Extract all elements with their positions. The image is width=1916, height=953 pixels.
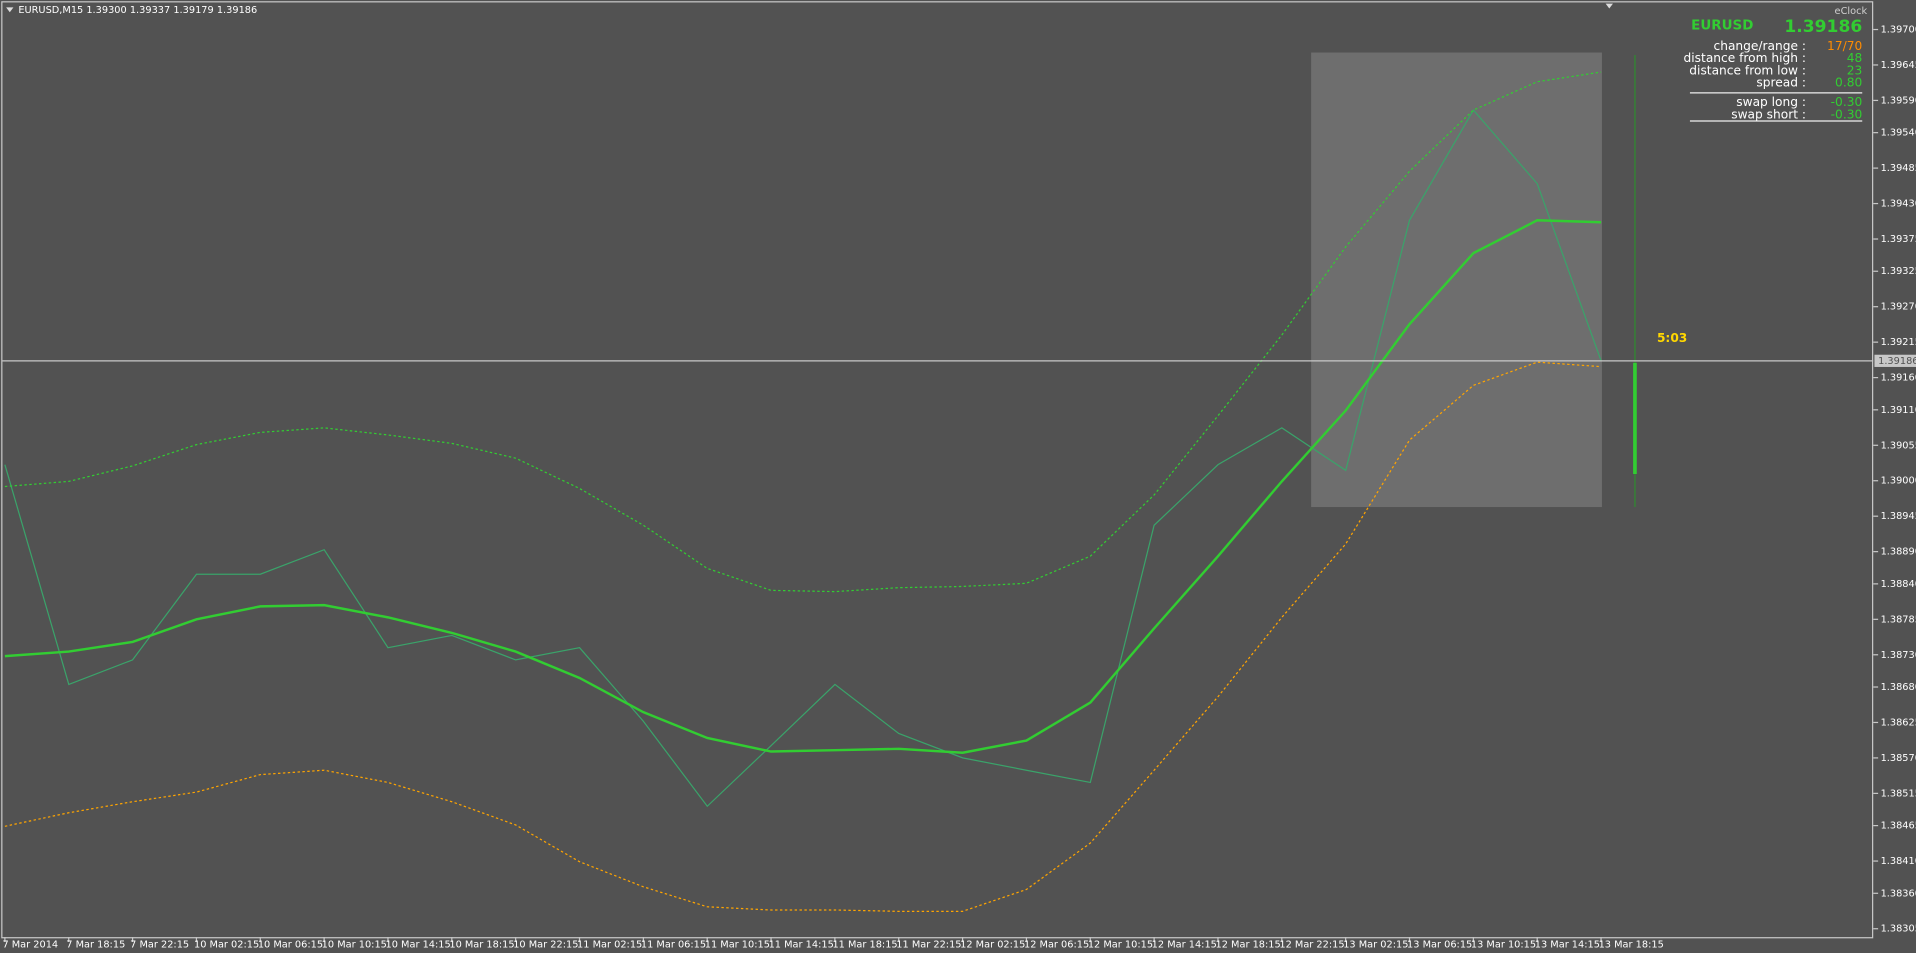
x-tick-label: 11 Mar 06:15 xyxy=(641,939,706,950)
x-tick-label: 12 Mar 06:15 xyxy=(1024,939,1089,950)
x-tick-label: 7 Mar 2014 xyxy=(2,939,58,950)
x-tick-label: 10 Mar 06:15 xyxy=(258,939,323,950)
y-tick-label: 1.38680 xyxy=(1881,682,1916,693)
series-line xyxy=(4,109,1602,808)
y-tick-label: 1.39160 xyxy=(1881,373,1916,384)
eclock-label: distance from high : xyxy=(1684,51,1806,65)
y-tick-label: 1.38945 xyxy=(1881,511,1916,522)
y-tick-label: 1.39270 xyxy=(1881,302,1916,313)
series-line xyxy=(4,219,1602,754)
eclock-label: distance from low : xyxy=(1689,63,1806,77)
menu-arrow[interactable] xyxy=(6,7,14,13)
symbol-info: EURUSD,M15 1.39300 1.39337 1.39179 1.391… xyxy=(18,5,257,16)
x-tick-label: 11 Mar 10:15 xyxy=(705,939,770,950)
eclock-value: 0.80 xyxy=(1835,76,1862,90)
x-tick-label: 13 Mar 06:15 xyxy=(1407,939,1472,950)
eclock-label: swap long : xyxy=(1736,95,1806,109)
eclock-price: 1.39186 xyxy=(1784,17,1862,37)
y-tick-label: 1.38625 xyxy=(1881,717,1916,728)
y-tick-label: 1.38730 xyxy=(1881,650,1916,661)
y-tick-label: 1.39325 xyxy=(1881,266,1916,277)
range-box xyxy=(1311,52,1602,508)
x-tick-label: 12 Mar 22:15 xyxy=(1279,939,1344,950)
y-tick-label: 1.39645 xyxy=(1881,60,1916,71)
x-tick-label: 10 Mar 22:15 xyxy=(513,939,578,950)
y-tick-label: 1.38840 xyxy=(1881,579,1916,590)
y-tick-label: 1.39590 xyxy=(1881,95,1916,106)
eclock-value: 23 xyxy=(1847,63,1863,77)
x-tick-label: 11 Mar 22:15 xyxy=(896,939,961,950)
eclock-value: 17/70 xyxy=(1827,39,1862,53)
x-tick-label: 11 Mar 02:15 xyxy=(577,939,642,950)
y-tick-label: 1.38410 xyxy=(1881,856,1916,867)
x-tick-label: 13 Mar 18:15 xyxy=(1599,939,1664,950)
y-tick-label: 1.39000 xyxy=(1881,476,1916,487)
x-tick-label: 12 Mar 10:15 xyxy=(1088,939,1153,950)
x-tick-label: 7 Mar 22:15 xyxy=(130,939,189,950)
eclock-title: eClock xyxy=(1835,6,1868,17)
eclock-value: 48 xyxy=(1847,51,1863,65)
x-tick-label: 12 Mar 14:15 xyxy=(1152,939,1217,950)
x-tick-label: 11 Mar 18:15 xyxy=(832,939,897,950)
x-tick-label: 13 Mar 14:15 xyxy=(1535,939,1600,950)
x-tick-label: 7 Mar 18:15 xyxy=(66,939,125,950)
eclock-value: -0.30 xyxy=(1831,107,1863,121)
y-tick-label: 1.38515 xyxy=(1881,788,1916,799)
eclock-value: -0.30 xyxy=(1831,95,1863,109)
x-tick-label: 10 Mar 02:15 xyxy=(194,939,259,950)
y-tick-label: 1.38465 xyxy=(1881,821,1916,832)
x-tick-label: 10 Mar 14:15 xyxy=(386,939,451,950)
y-tick-label: 1.39540 xyxy=(1881,128,1916,139)
y-tick-label: 1.39430 xyxy=(1881,199,1916,210)
eclock-panel: eClock EURUSD 1.39186 5:03 change/range … xyxy=(1657,6,1868,345)
y-tick-label: 1.39110 xyxy=(1881,405,1916,416)
y-tick-label: 1.38890 xyxy=(1881,547,1916,558)
x-tick-label: 13 Mar 02:15 xyxy=(1343,939,1408,950)
x-tick-label: 13 Mar 10:15 xyxy=(1471,939,1536,950)
eclock-symbol: EURUSD xyxy=(1691,19,1753,34)
shift-marker xyxy=(1605,3,1613,9)
x-tick-label: 11 Mar 14:15 xyxy=(769,939,834,950)
eclock-label: swap short : xyxy=(1731,107,1806,121)
last-price-label: 1.39186 xyxy=(1878,356,1916,367)
eclock-label: spread : xyxy=(1756,76,1806,90)
plot-border xyxy=(1,1,1874,939)
y-tick-label: 1.39375 xyxy=(1881,234,1916,245)
eclock-timer: 5:03 xyxy=(1657,331,1687,345)
series-line xyxy=(4,71,1602,593)
y-tick-label: 1.38570 xyxy=(1881,753,1916,764)
x-tick-label: 10 Mar 10:15 xyxy=(322,939,387,950)
x-tick-label: 10 Mar 18:15 xyxy=(449,939,514,950)
y-tick-label: 1.39055 xyxy=(1881,440,1916,451)
x-tick-label: 12 Mar 18:15 xyxy=(1216,939,1281,950)
y-tick-label: 1.39485 xyxy=(1881,163,1916,174)
y-tick-label: 1.39700 xyxy=(1881,25,1916,36)
y-tick-label: 1.38785 xyxy=(1881,614,1916,625)
y-tick-label: 1.38360 xyxy=(1881,888,1916,899)
y-tick-label: 1.39215 xyxy=(1881,337,1916,348)
eclock-label: change/range : xyxy=(1714,39,1807,53)
y-tick-label: 1.38305 xyxy=(1881,924,1916,935)
last-price-box xyxy=(1874,354,1916,367)
x-tick-label: 12 Mar 02:15 xyxy=(960,939,1025,950)
